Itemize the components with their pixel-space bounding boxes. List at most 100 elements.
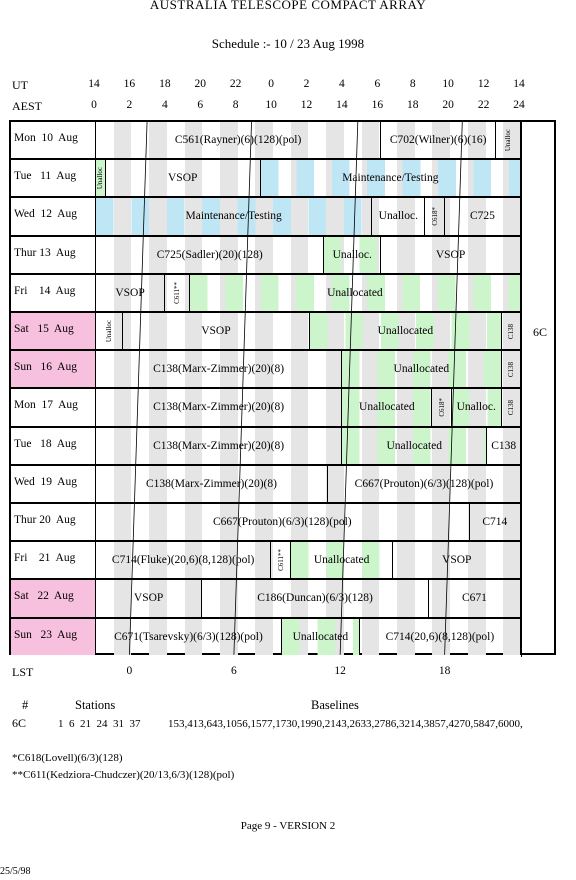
day-label-cell: Sat 15 Aug xyxy=(11,313,96,350)
schedule-title: AUSTRALIA TELESCOPE COMPACT ARRAY xyxy=(149,0,427,12)
page-number: Page 9 - VERSION 2 xyxy=(240,820,336,832)
hour-band xyxy=(467,122,486,159)
ut-tick-label: 2 xyxy=(303,78,310,90)
config-id: 6C xyxy=(12,716,27,730)
hour-band xyxy=(219,504,238,541)
hour-band xyxy=(503,427,521,464)
schedule-block-label: Unalloc. xyxy=(456,401,496,414)
aest-tick-label: 6 xyxy=(197,99,204,111)
ut-tick-label: 16 xyxy=(123,78,136,90)
hour-band xyxy=(361,618,380,655)
ut-tick-label: 20 xyxy=(194,78,207,90)
day-label-cell: Fri 21 Aug xyxy=(11,542,96,579)
hour-band xyxy=(290,389,309,426)
schedule-block-label: VSOP xyxy=(168,172,198,185)
hour-band xyxy=(149,465,167,502)
schedule-block: Maintenance/Testing xyxy=(260,160,521,197)
schedule-block: C138(Marx-Zimmer)(20)(8) xyxy=(96,351,343,388)
ut-tick-label: 10 xyxy=(442,78,454,90)
hour-band xyxy=(113,236,132,273)
hour-band xyxy=(467,580,486,617)
day-label-cell: Sun 23 Aug xyxy=(11,618,96,655)
hour-band xyxy=(219,160,238,197)
day-label-cell: Wed 19 Aug xyxy=(11,465,96,502)
schedule-block-label: C611** xyxy=(276,549,285,572)
schedule-grid: Mon 10 Aug C561(Rayner)(6)(128)(pol) C702(… xyxy=(9,120,556,657)
hour-band xyxy=(113,542,132,579)
stations-list: 1 6 21 24 31 37 xyxy=(58,718,141,730)
day-row: Sat 22 Aug VSOP C186(Duncan)(6/3)(128) C671 xyxy=(11,580,522,619)
ut-tick-label: 8 xyxy=(409,78,416,90)
hour-band xyxy=(503,236,521,273)
day-label-cell: Mon 10 Aug xyxy=(11,122,96,159)
hour-band xyxy=(219,618,238,655)
aest-tick-label: 12 xyxy=(300,99,313,111)
hour-band xyxy=(113,351,132,388)
aest-tick-label: 2 xyxy=(126,99,133,111)
schedule-block-label: C714 xyxy=(482,516,508,529)
hour-band xyxy=(149,504,167,541)
hour-band xyxy=(467,198,486,235)
schedule-block: VSOP xyxy=(96,274,166,311)
hour-band xyxy=(149,351,167,388)
hour-band xyxy=(361,580,380,617)
hour-band xyxy=(184,351,203,388)
schedule-block: Unallocated xyxy=(342,351,502,388)
hour-band xyxy=(255,618,274,655)
schedule-block-label: VSOP xyxy=(435,248,466,261)
hour-band xyxy=(255,580,274,617)
schedule-block: Unallocated xyxy=(189,274,521,311)
hour-band xyxy=(184,504,203,541)
aest-tick-label: 16 xyxy=(371,99,384,111)
day-label-cell: Mon 17 Aug xyxy=(11,389,96,426)
hour-band xyxy=(290,351,309,388)
schedule-block: Unalloc xyxy=(496,122,521,159)
schedule-block-label: C138 xyxy=(506,323,515,339)
schedule-block: C138(Marx-Zimmer)(20)(8) xyxy=(96,465,328,502)
hour-band xyxy=(113,465,132,502)
day-row: Mon 17 Aug C138(Marx-Zimmer)(20)(8) Unallo… xyxy=(11,389,522,428)
ut-tick-label: 6 xyxy=(374,78,381,90)
day-row: Mon 10 Aug C561(Rayner)(6)(128)(pol) C702(… xyxy=(11,122,522,161)
day-row: Wed 12 Aug Maintenance/Testing Unalloc. C61… xyxy=(11,198,522,237)
schedule-block: VSOP xyxy=(394,542,521,579)
hour-band xyxy=(149,542,167,579)
day-label: Mon 10 Aug xyxy=(14,132,78,144)
hour-band xyxy=(467,618,486,655)
hour-band xyxy=(149,313,167,350)
document-date: 25/5/98 xyxy=(0,866,31,877)
hour-band xyxy=(290,236,309,273)
schedule-block-label: C671(Tsarevsky)(6/3)(128)(pol) xyxy=(114,630,263,643)
hour-band xyxy=(467,542,486,579)
schedule-block-label: VSOP xyxy=(115,286,145,299)
schedule-block-label: Unalloc. xyxy=(332,248,372,261)
schedule-block-label: C725 xyxy=(469,210,495,223)
hour-band xyxy=(361,504,380,541)
schedule-block: Unalloc xyxy=(96,160,106,197)
hour-band xyxy=(326,465,344,502)
schedule-block-label: C702(Wilner)(6)(16) xyxy=(389,134,487,147)
schedule-block: C618* xyxy=(432,389,452,426)
aest-tick-label: 20 xyxy=(442,99,454,111)
day-row: Tue 18 Aug C138(Marx-Zimmer)(20)(8) Unallo… xyxy=(11,427,522,466)
ut-tick-label: 14 xyxy=(88,78,100,90)
schedule-block-label: C138 xyxy=(506,399,515,416)
hour-band xyxy=(397,465,415,502)
hour-band xyxy=(113,504,132,541)
aest-tick-label: 4 xyxy=(161,99,168,111)
schedule-block: C725 xyxy=(445,198,521,235)
day-label: Tue 18 Aug xyxy=(14,437,77,450)
day-row: Wed 19 Aug C138(Marx-Zimmer)(20)(8) C667(P… xyxy=(11,465,522,504)
hour-band xyxy=(184,236,203,273)
hour-band xyxy=(184,427,203,464)
hour-band xyxy=(326,122,344,159)
hour-band xyxy=(255,504,274,541)
schedule-block-label: Unallocated xyxy=(393,363,450,376)
aest-tick-label: 14 xyxy=(336,99,348,111)
hour-band xyxy=(326,504,344,541)
hour-band xyxy=(503,122,521,159)
hour-band xyxy=(219,351,238,388)
hour-band xyxy=(149,122,167,159)
ut-tick-label: 22 xyxy=(229,78,242,90)
hour-band xyxy=(255,236,274,273)
